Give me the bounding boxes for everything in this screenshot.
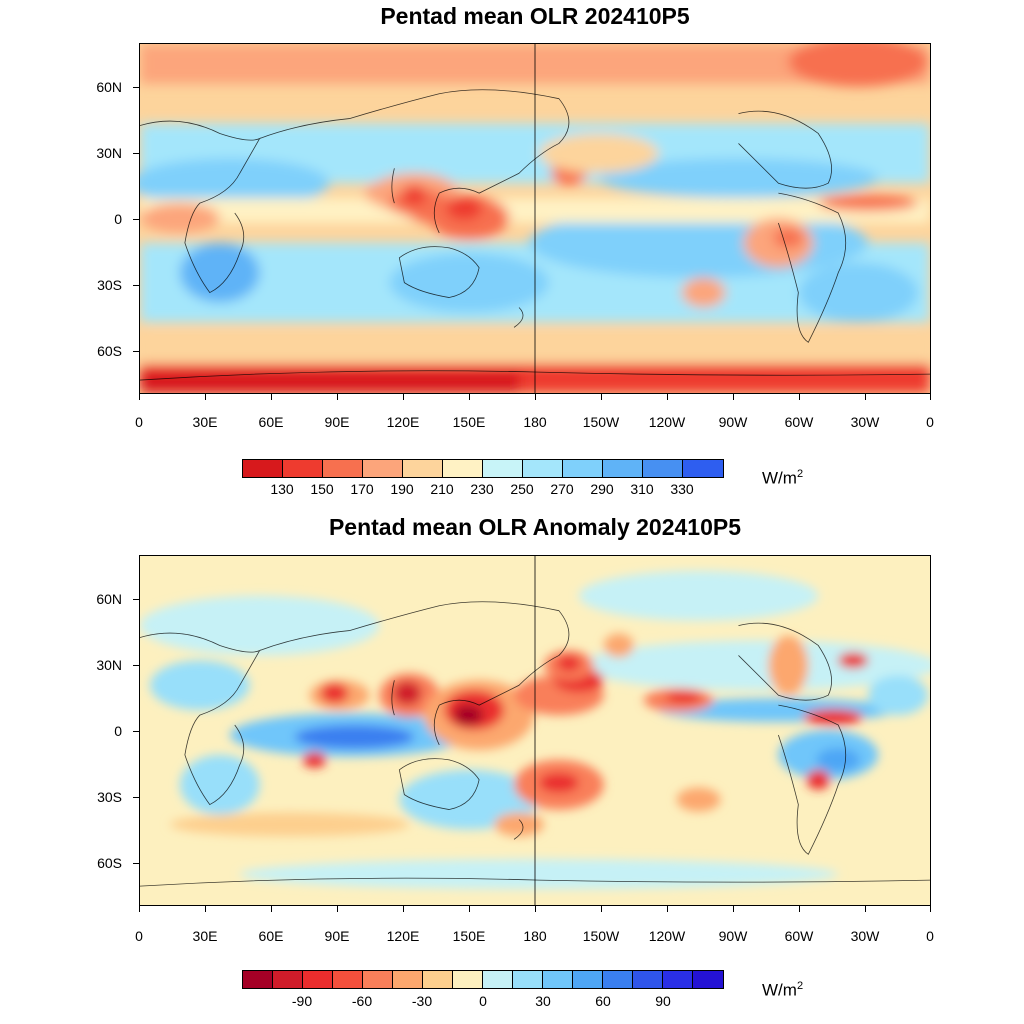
colorbar-label: -30 xyxy=(411,993,433,1009)
colorbar-swatch xyxy=(402,460,443,477)
lon-label: 120W xyxy=(648,928,686,944)
lat-label: 60N xyxy=(96,79,122,95)
colorbar-unit: W/m2 xyxy=(762,980,804,1000)
lat-label: 0 xyxy=(114,211,122,227)
lon-label: 0 xyxy=(135,414,143,430)
lon-label: 30W xyxy=(850,928,880,944)
lon-label: 90E xyxy=(324,414,350,430)
colorbar-swatch xyxy=(453,971,483,988)
olr-mean-field xyxy=(140,44,930,393)
lon-label: 150W xyxy=(582,928,620,944)
colorbar-label: 230 xyxy=(470,481,494,497)
lon-label: 30E xyxy=(192,928,218,944)
lat-label: 30S xyxy=(97,277,122,293)
lon-label: 180 xyxy=(523,414,547,430)
lon-label: 60E xyxy=(258,414,284,430)
colorbar-label: 190 xyxy=(390,481,414,497)
colorbar-label: 150 xyxy=(310,481,334,497)
colorbar-swatch xyxy=(633,971,663,988)
colorbar-swatch xyxy=(543,971,573,988)
lat-label: 30S xyxy=(97,789,122,805)
colorbar-swatch xyxy=(482,460,523,477)
colorbar-swatch xyxy=(603,971,633,988)
colorbar-swatch xyxy=(513,971,543,988)
colorbar-label: 90 xyxy=(655,993,671,1009)
lat-label: 60N xyxy=(96,591,122,607)
lon-label: 0 xyxy=(926,414,934,430)
colorbar-swatch xyxy=(483,971,513,988)
colorbar-label: 170 xyxy=(350,481,374,497)
colorbar-swatch xyxy=(363,971,393,988)
colorbar-label: 290 xyxy=(590,481,614,497)
lon-label: 90E xyxy=(324,928,350,944)
lon-label: 90W xyxy=(718,414,748,430)
lat-label: 30N xyxy=(96,145,122,161)
lon-label: 60W xyxy=(784,928,814,944)
lat-label: 30N xyxy=(96,657,122,673)
olr-anomaly-map xyxy=(139,555,931,906)
panel-title: Pentad mean OLR 202410P5 xyxy=(380,3,690,29)
colorbar-label: 250 xyxy=(510,481,534,497)
olr-mean-map xyxy=(139,43,931,394)
colorbar-label: 130 xyxy=(270,481,294,497)
colorbar-swatch xyxy=(442,460,483,477)
panel-title: Pentad mean OLR Anomaly 202410P5 xyxy=(328,514,742,540)
colorbar-label: 30 xyxy=(535,993,551,1009)
lon-label: 30W xyxy=(850,414,880,430)
colorbar-label: 60 xyxy=(595,993,611,1009)
colorbar-swatch xyxy=(693,971,723,988)
colorbar-label: 0 xyxy=(479,993,487,1009)
colorbar-label: 330 xyxy=(670,481,694,497)
colorbar-swatch xyxy=(282,460,323,477)
lat-label: 0 xyxy=(114,723,122,739)
colorbar-swatch xyxy=(303,971,333,988)
colorbar-swatch xyxy=(642,460,683,477)
lon-label: 60E xyxy=(258,928,284,944)
colorbar-swatch xyxy=(322,460,363,477)
lon-label: 60W xyxy=(784,414,814,430)
colorbar-swatch xyxy=(333,971,363,988)
lon-label: 150W xyxy=(582,414,620,430)
colorbar-swatch xyxy=(573,971,603,988)
olr-anomaly-colorbar xyxy=(242,970,724,989)
colorbar-label: 210 xyxy=(430,481,454,497)
colorbar-label: 310 xyxy=(630,481,654,497)
colorbar-swatch xyxy=(522,460,563,477)
lat-label: 60S xyxy=(97,343,122,359)
colorbar-swatch xyxy=(562,460,603,477)
colorbar-swatch xyxy=(602,460,643,477)
lon-label: 120W xyxy=(648,414,686,430)
lon-label: 180 xyxy=(523,928,547,944)
lon-label: 0 xyxy=(926,928,934,944)
colorbar-label: -90 xyxy=(291,993,313,1009)
colorbar-swatch xyxy=(273,971,303,988)
colorbar-label: -60 xyxy=(351,993,373,1009)
olr-colorbar xyxy=(242,459,724,478)
olr-anomaly-field xyxy=(140,556,930,905)
lon-label: 0 xyxy=(135,928,143,944)
colorbar-swatch xyxy=(243,971,273,988)
colorbar-swatch xyxy=(362,460,403,477)
colorbar-swatch xyxy=(682,460,723,477)
lat-label: 60S xyxy=(97,855,122,871)
colorbar-swatch xyxy=(423,971,453,988)
lon-label: 150E xyxy=(452,414,486,430)
colorbar-unit: W/m2 xyxy=(762,468,804,488)
lon-label: 30E xyxy=(192,414,218,430)
colorbar-swatch xyxy=(393,971,423,988)
lon-label: 90W xyxy=(718,928,748,944)
lon-label: 120E xyxy=(386,414,420,430)
colorbar-swatch xyxy=(663,971,693,988)
colorbar-swatch xyxy=(243,460,283,477)
lon-label: 120E xyxy=(386,928,420,944)
lon-label: 150E xyxy=(452,928,486,944)
colorbar-label: 270 xyxy=(550,481,574,497)
